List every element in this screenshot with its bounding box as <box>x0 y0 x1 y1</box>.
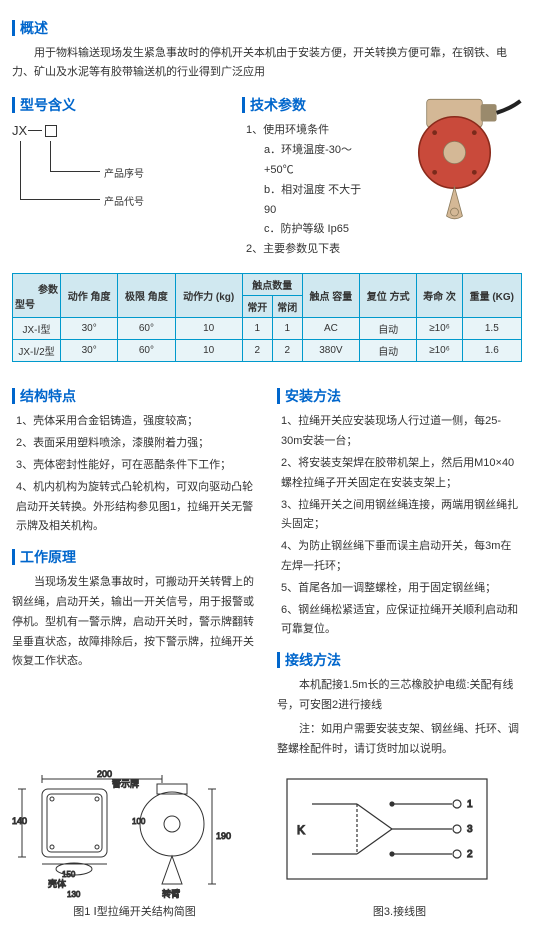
accent-bar <box>12 97 15 113</box>
wiring-note: 注：如用户需要安装支架、钢丝绳、托环、调整螺栓配件时，请订货时加以说明。 <box>277 720 522 760</box>
svg-text:130: 130 <box>67 890 81 899</box>
install-list: 1、拉绳开关应安装现场人行过道一侧，每25-30m安装一台； 2、将安装支架焊在… <box>277 412 522 640</box>
list-item: 2、表面采用塑料喷涂，漆膜附着力强； <box>16 434 257 454</box>
principle-title: 工作原理 <box>20 547 76 567</box>
tech-header: 技术参数 <box>242 95 372 115</box>
tech-env: 1、使用环境条件 <box>246 121 372 141</box>
accent-bar <box>12 388 15 404</box>
th-volt: 触点 容量 <box>302 274 359 318</box>
accent-bar <box>277 652 280 668</box>
svg-text:200: 200 <box>97 769 112 779</box>
th-reset: 复位 方式 <box>360 274 417 318</box>
wiring-header: 接线方法 <box>277 650 522 670</box>
overview-text: 用于物料输送现场发生紧急事故时的停机开关本机由于安装方便，开关转换方便可靠，在钢… <box>12 44 522 81</box>
model-code-label: 产品代号 <box>104 193 144 208</box>
install-header: 安装方法 <box>277 386 522 406</box>
structure-list: 1、壳体采用合金铝铸造，强度较高； 2、表面采用塑料喷涂，漆膜附着力强； 3、壳… <box>12 412 257 537</box>
param-table: 参数型号 动作 角度 极限 角度 动作力 (kg) 触点数量 触点 容量 复位 … <box>12 273 522 362</box>
svg-text:100: 100 <box>132 817 146 826</box>
table-row: JX-Ⅰ型 30° 60° 10 1 1 AC 自动 ≥10⁶ 1.5 <box>13 318 522 340</box>
list-item: 6、钢丝绳松紧适宜，应保证拉绳开关顺利启动和可靠复位。 <box>281 601 522 641</box>
model-header: 型号含义 <box>12 95 227 115</box>
svg-text:壳体: 壳体 <box>48 878 66 889</box>
th-weight: 重量 (KG) <box>462 274 521 318</box>
list-item: 4、机内机构为旋转式凸轮机构，可双向驱动凸轮启动开关转换。外形结构参见图1，拉绳… <box>16 478 257 537</box>
svg-text:1: 1 <box>467 799 473 810</box>
model-seq-label: 产品序号 <box>104 165 144 180</box>
accent-bar <box>277 388 280 404</box>
principle-text: 当现场发生紧急事故时，可搬动开关转臂上的钢丝绳，启动开关，输出一开关信号，用于报… <box>12 573 257 672</box>
svg-text:3: 3 <box>467 824 473 835</box>
model-title: 型号含义 <box>20 95 76 115</box>
tech-b: b．相对温度 不大于90 <box>246 181 372 221</box>
list-item: 5、首尾各加一调整螺栓，用于固定钢丝绳； <box>281 579 522 599</box>
accent-bar <box>12 549 15 565</box>
list-item: 3、拉绳开关之间用钢丝绳连接，两端用钢丝绳扎头固定； <box>281 496 522 536</box>
tech-title: 技术参数 <box>250 95 306 115</box>
overview-title: 概述 <box>20 18 48 38</box>
list-item: 4、为防止钢丝绳下垂而误主启动开关，每3m在左焊一托环； <box>281 537 522 577</box>
list-item: 1、壳体采用合金铝铸造，强度较高； <box>16 412 257 432</box>
th-force: 动作力 (kg) <box>175 274 242 318</box>
th-life: 寿命 次 <box>417 274 462 318</box>
svg-text:140: 140 <box>12 816 27 826</box>
table-row: JX-Ⅰ/2型 30° 60° 10 2 2 380V 自动 ≥10⁶ 1.6 <box>13 340 522 362</box>
fig3-caption: 图3.接线图 <box>277 903 522 919</box>
svg-text:转臂: 转臂 <box>162 888 180 899</box>
list-item: 1、拉绳开关应安装现场人行过道一侧，每25-30m安装一台； <box>281 412 522 452</box>
svg-text:190: 190 <box>216 831 231 841</box>
overview-header: 概述 <box>12 18 522 38</box>
th-no: 常开 <box>242 296 272 318</box>
structure-title: 结构特点 <box>20 386 76 406</box>
th-contacts: 触点数量 <box>242 274 302 296</box>
tech-list: 1、使用环境条件 a．环境温度-30～+50℃ b．相对温度 不大于90 c．防… <box>242 121 372 260</box>
svg-text:150: 150 <box>62 870 76 879</box>
wiring-text: 本机配接1.5m长的三芯橡胶护电缆:关配有线号，可安图2进行接线 <box>277 676 522 716</box>
th-lim-ang: 极限 角度 <box>118 274 175 318</box>
wiring-title: 接线方法 <box>285 650 341 670</box>
list-item: 3、壳体密封性能好，可在恶酷条件下工作； <box>16 456 257 476</box>
figure-3: K 1 3 2 图3.接线图 <box>277 769 522 919</box>
tech-a: a．环境温度-30～+50℃ <box>246 141 372 181</box>
model-prefix: JX <box>12 123 27 138</box>
structure-header: 结构特点 <box>12 386 257 406</box>
accent-bar <box>242 97 245 113</box>
svg-text:警示牌: 警示牌 <box>112 778 139 789</box>
tech-c: c．防护等级 Ip65 <box>246 220 372 240</box>
fig1-caption: 图1 Ⅰ型拉绳开关结构简图 <box>12 903 257 919</box>
list-item: 2、将安装支架焊在胶带机架上，然后用M10×40螺栓拉绳子开关固定在安装支架上； <box>281 454 522 494</box>
figure-1: 200 140 190 警示牌 壳体 转臂 150 130 100 <box>12 769 257 919</box>
accent-bar <box>12 20 15 36</box>
model-diagram: JX 产品序号 产品代号 <box>12 123 227 223</box>
th-act-ang: 动作 角度 <box>61 274 118 318</box>
tech-main: 2、主要参数见下表 <box>246 240 372 260</box>
svg-text:K: K <box>297 823 305 837</box>
product-photo <box>387 85 522 265</box>
th-nc: 常闭 <box>272 296 302 318</box>
svg-text:2: 2 <box>467 849 473 860</box>
install-title: 安装方法 <box>285 386 341 406</box>
principle-header: 工作原理 <box>12 547 257 567</box>
